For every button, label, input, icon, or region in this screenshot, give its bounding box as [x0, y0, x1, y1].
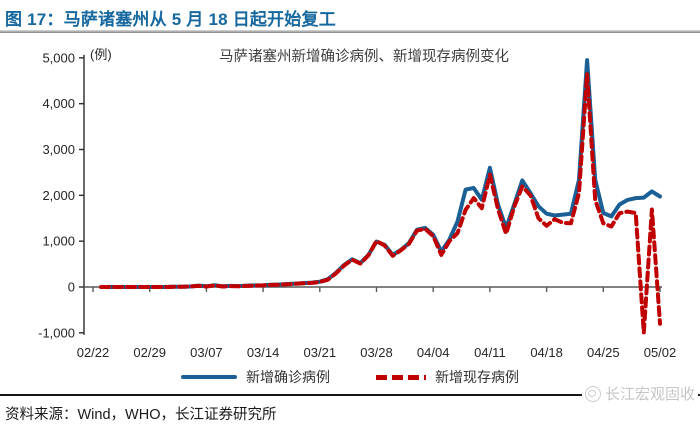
legend-label-new-confirmed: 新增确诊病例	[246, 369, 330, 385]
svg-text:2,000: 2,000	[42, 188, 75, 203]
svg-text:04/18: 04/18	[530, 345, 563, 360]
svg-text:-1,000: -1,000	[38, 325, 75, 340]
svg-text:04/11: 04/11	[474, 345, 506, 360]
svg-text:02/29: 02/29	[133, 345, 166, 360]
svg-text:02/22: 02/22	[77, 345, 110, 360]
chart-legend: 新增确诊病例 新增现存病例	[0, 367, 700, 387]
legend-item-new-confirmed: 新增确诊病例	[181, 367, 330, 387]
brand-watermark: 长江宏观固收	[581, 383, 698, 404]
legend-item-new-active: 新增现存病例	[376, 367, 519, 387]
figure-title: 图 17：马萨诸塞州从 5 月 18 日起开始复工	[5, 10, 336, 29]
dashed-line-swatch-icon	[376, 374, 426, 380]
svg-text:4,000: 4,000	[42, 96, 75, 111]
legend-label-new-active: 新增现存病例	[435, 369, 519, 385]
svg-text:03/21: 03/21	[304, 345, 337, 360]
svg-text:05/02: 05/02	[644, 345, 677, 360]
svg-text:03/07: 03/07	[190, 345, 223, 360]
svg-text:3,000: 3,000	[42, 142, 75, 157]
chart-title: 马萨诸塞州新增确诊病例、新增现存病例变化	[219, 49, 509, 65]
svg-text:03/14: 03/14	[247, 345, 280, 360]
svg-text:04/04: 04/04	[417, 345, 450, 360]
svg-text:0: 0	[68, 280, 75, 295]
y-axis-unit-label: (例)	[90, 47, 112, 62]
svg-text:03/28: 03/28	[360, 345, 393, 360]
source-note: 资料来源：Wind，WHO，长江证券研究所	[5, 407, 277, 423]
solid-line-swatch-icon	[181, 375, 237, 379]
footer-divider	[0, 394, 700, 396]
svg-text:1,000: 1,000	[42, 234, 75, 249]
svg-text:5,000: 5,000	[42, 50, 75, 65]
svg-text:04/25: 04/25	[587, 345, 620, 360]
brand-watermark-text: 长江宏观固收	[604, 386, 695, 403]
brand-logo-icon	[584, 385, 601, 402]
header-divider	[0, 30, 700, 33]
